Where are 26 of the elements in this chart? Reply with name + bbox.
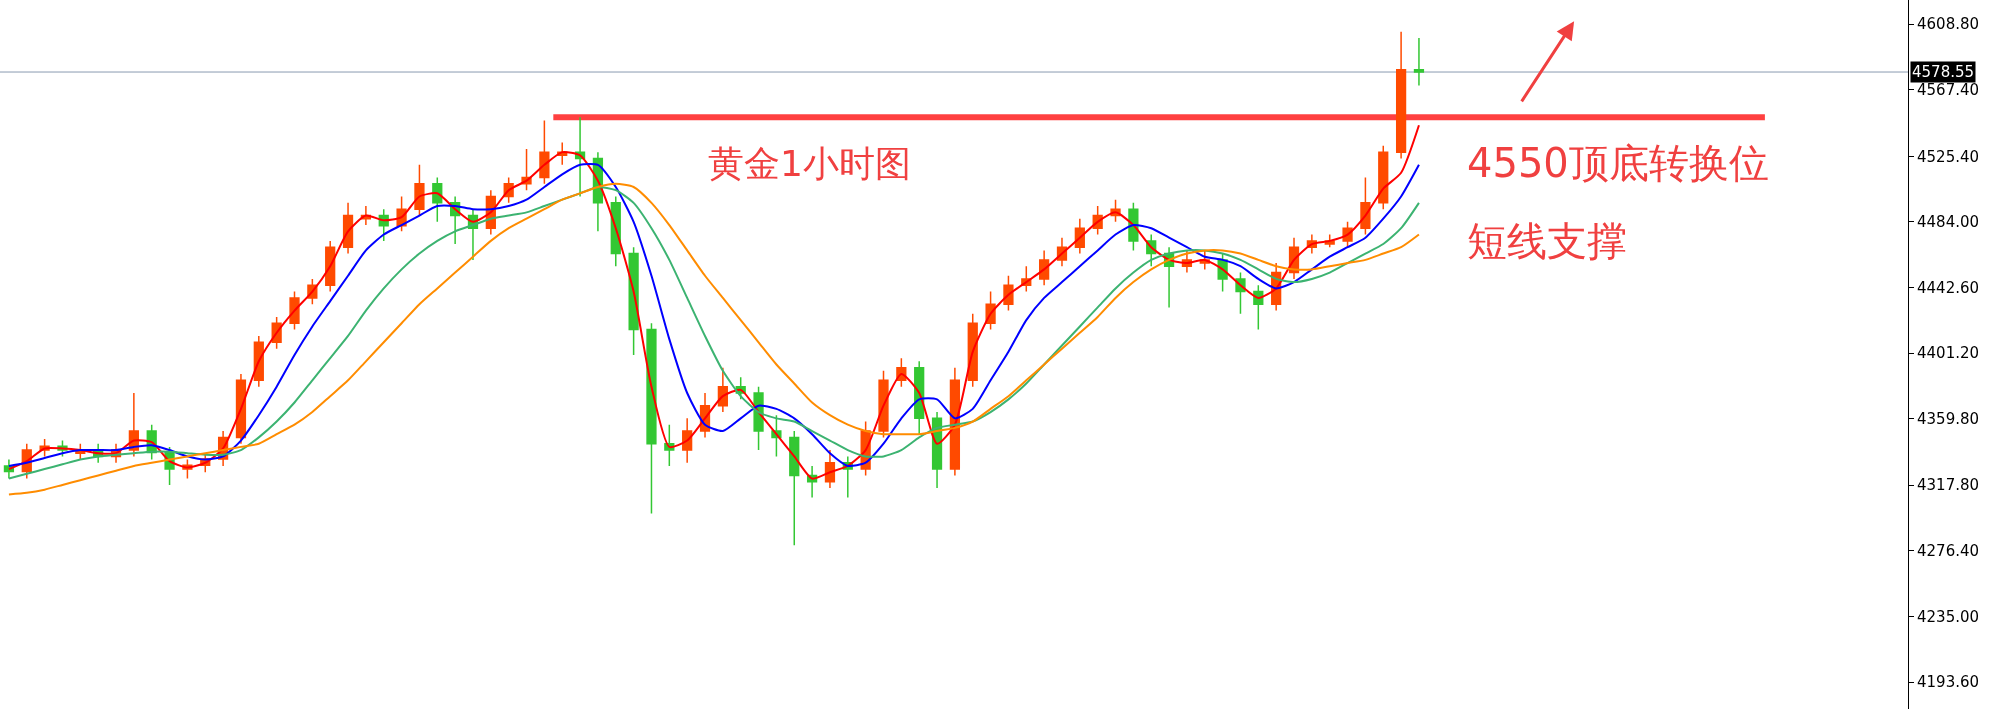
annotation: 黄金1小时图 [708,143,911,184]
y-tick-label: 4401.20 [1917,344,1980,363]
candlestick [1378,145,1389,210]
candlestick [789,430,800,546]
text: 4550顶底转换位 [1467,140,1769,186]
y-tick-label: 4484.00 [1917,213,1980,232]
y-tick-label: 4193.60 [1917,673,1980,692]
candlestick [646,322,657,515]
y-tick-label: 4317.80 [1917,476,1980,495]
ref-line-label: 4578.55 [1912,63,1975,81]
y-tick-label: 4608.80 [1917,15,1980,34]
candlestick [325,240,336,293]
y-tick-label: 4359.80 [1917,409,1980,428]
candlestick [342,202,354,255]
candlestick [1395,30,1407,160]
text: 短线支撑 [1467,218,1627,264]
candlestick [539,119,550,185]
candlestick [878,370,889,439]
candlestick [824,449,836,489]
y-tick-label: 4442.60 [1917,278,1980,297]
y-tick-label: 4567.40 [1917,80,1980,99]
candlestick [414,164,425,217]
y-tick-label: 4235.00 [1917,607,1980,626]
candlestick [1413,37,1425,87]
y-tick-label: 4276.40 [1917,542,1980,561]
y-tick-label: 4525.40 [1917,147,1980,166]
